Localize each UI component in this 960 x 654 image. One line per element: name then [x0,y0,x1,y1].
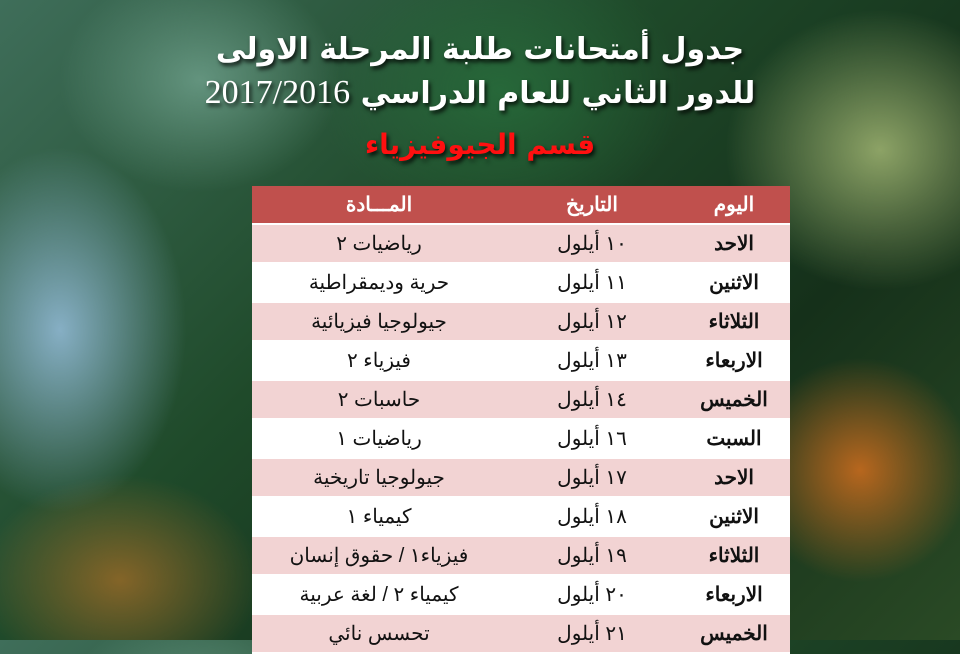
cell-subject: رياضيات ١ [252,419,506,459]
header-subject: المـــادة [252,186,506,225]
table-row: الاحد ١٠ أيلول رياضيات ٢ [252,224,790,264]
cell-subject: كيمياء ٢ / لغة عربية [252,575,506,615]
header-day: اليوم [678,186,790,225]
cell-date: ١٠ أيلول [506,224,678,264]
table-row: السبت ١٦ أيلول رياضيات ١ [252,419,790,459]
title-line-2-text: للدور الثاني للعام الدراسي [360,76,756,111]
cell-day: الثلاثاء [678,302,790,342]
exam-schedule-table: اليوم التاريخ المـــادة الاحد ١٠ أيلول ريا… [252,186,790,654]
table-row: الاثنين ١٨ أيلول كيمياء ١ [252,497,790,537]
table-row: الخميس ٢١ أيلول تحسس نائي [252,614,790,654]
cell-date: ١٧ أيلول [506,458,678,498]
table-row: الثلاثاء ١٢ أيلول جيولوجيا فيزيائية [252,302,790,342]
title-line-2: للدور الثاني للعام الدراسي 2017/2016 [0,74,960,112]
cell-day: الاربعاء [678,341,790,381]
cell-day: الاربعاء [678,575,790,615]
table-row: الخميس ١٤ أيلول حاسبات ٢ [252,380,790,420]
cell-date: ١٤ أيلول [506,380,678,420]
table-header-row: اليوم التاريخ المـــادة [252,186,790,225]
table-row: الاثنين ١١ أيلول حرية وديمقراطية [252,263,790,303]
cell-date: ١١ أيلول [506,263,678,303]
cell-date: ١٣ أيلول [506,341,678,381]
cell-subject: جيولوجيا فيزيائية [252,302,506,342]
table-row: الاربعاء ٢٠ أيلول كيمياء ٢ / لغة عربية [252,575,790,615]
cell-day: الخميس [678,614,790,654]
cell-date: ١٢ أيلول [506,302,678,342]
title-line-1: جدول أمتحانات طلبة المرحلة الاولى [215,32,745,67]
cell-date: ١٩ أيلول [506,536,678,576]
cell-date: ١٨ أيلول [506,497,678,537]
cell-date: ٢١ أيلول [506,614,678,654]
cell-day: الثلاثاء [678,536,790,576]
cell-date: ١٦ أيلول [506,419,678,459]
cell-subject: حرية وديمقراطية [252,263,506,303]
cell-subject: كيمياء ١ [252,497,506,537]
cell-subject: رياضيات ٢ [252,224,506,264]
cell-day: الاثنين [678,263,790,303]
cell-subject: تحسس نائي [252,614,506,654]
cell-day: الخميس [678,380,790,420]
cell-subject: حاسبات ٢ [252,380,506,420]
department-title: قسم الجيوفيزياء [364,128,596,161]
table-row: الثلاثاء ١٩ أيلول فيزياء١ / حقوق إنسان [252,536,790,576]
cell-subject: جيولوجيا تاريخية [252,458,506,498]
cell-day: الاحد [678,224,790,264]
table-row: الاربعاء ١٣ أيلول فيزياء ٢ [252,341,790,381]
cell-day: السبت [678,419,790,459]
cell-date: ٢٠ أيلول [506,575,678,615]
cell-subject: فيزياء١ / حقوق إنسان [252,536,506,576]
table-row: الاحد ١٧ أيلول جيولوجيا تاريخية [252,458,790,498]
cell-subject: فيزياء ٢ [252,341,506,381]
cell-day: الاحد [678,458,790,498]
cell-day: الاثنين [678,497,790,537]
academic-year: 2017/2016 [204,74,351,111]
header-date: التاريخ [506,186,678,225]
